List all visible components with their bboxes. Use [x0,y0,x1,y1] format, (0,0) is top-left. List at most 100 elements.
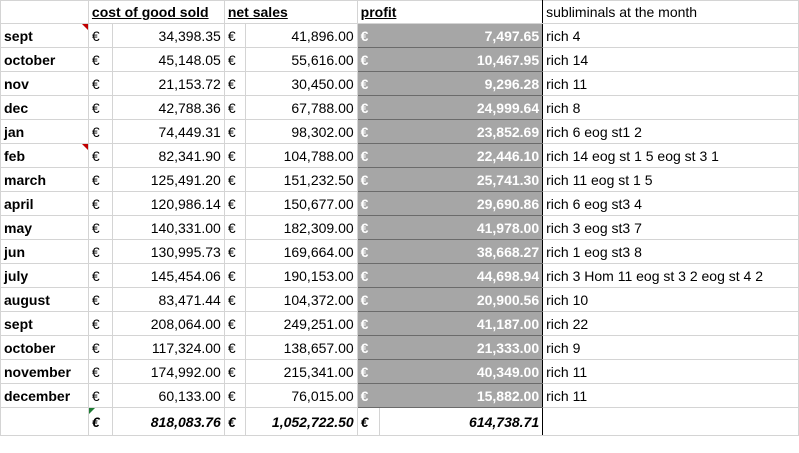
subliminals-cell[interactable]: rich 11 [542,71,799,96]
net-sales-cell[interactable]: 104,372.00 [244,287,358,312]
profit-currency-cell[interactable]: € [356,191,380,216]
profit-cell[interactable]: 38,668.27 [379,239,544,264]
net-sales-cell[interactable]: 182,309.00 [244,215,358,240]
cogs-cell[interactable]: 34,398.35 [111,23,225,48]
profit-currency-cell[interactable]: € [356,47,380,72]
net-sales-cell[interactable]: 55,616.00 [244,47,358,72]
cogs-cell[interactable]: 21,153.72 [111,71,225,96]
net-sales-cell[interactable]: 104,788.00 [244,143,358,168]
profit-cell[interactable]: 22,446.10 [379,143,544,168]
cogs-currency-cell[interactable]: € [87,71,113,96]
profit-currency-cell[interactable]: € [356,383,380,408]
totals-label-cell[interactable] [0,407,89,436]
profit-cell[interactable]: 24,999.64 [379,95,544,120]
profit-cell[interactable]: 9,296.28 [379,71,544,96]
profit-total-cell[interactable]: 614,738.71 [378,407,544,436]
cogs-cell[interactable]: 60,133.00 [111,383,225,408]
subliminals-cell[interactable]: rich 3 Hom 11 eog st 3 2 eog st 4 2 [542,263,799,288]
cogs-currency-cell[interactable]: € [87,335,113,360]
net-currency-cell[interactable]: € [223,119,246,144]
subliminals-cell[interactable]: rich 6 eog st1 2 [542,119,799,144]
cogs-cell[interactable]: 140,331.00 [111,215,225,240]
month-cell[interactable]: nov [0,71,89,96]
profit-currency-cell[interactable]: € [356,23,380,48]
net-currency-cell[interactable]: € [223,191,246,216]
profit-currency-cell[interactable]: € [356,335,380,360]
cogs-cell[interactable]: 83,471.44 [111,287,225,312]
net-sales-cell[interactable]: 150,677.00 [244,191,358,216]
profit-currency-cell[interactable]: € [356,263,380,288]
profit-currency-cell[interactable]: € [356,95,380,120]
profit-header-cell[interactable]: profit [356,0,544,24]
subliminals-cell[interactable]: rich 11 [542,359,799,384]
subliminals-cell[interactable]: rich 4 [542,23,799,48]
cogs-currency-cell[interactable]: € [87,143,113,168]
month-cell[interactable]: november [0,359,89,384]
profit-total-currency-cell[interactable]: € [356,407,380,436]
profit-currency-cell[interactable]: € [356,239,380,264]
cogs-currency-cell[interactable]: € [87,23,113,48]
subliminals-cell[interactable]: rich 3 eog st3 7 [542,215,799,240]
cogs-currency-cell[interactable]: € [87,47,113,72]
net-currency-cell[interactable]: € [223,383,246,408]
month-cell[interactable]: feb [0,143,89,168]
net-sales-header-cell[interactable]: net sales [223,0,358,24]
month-cell[interactable]: july [0,263,89,288]
month-cell[interactable]: april [0,191,89,216]
subliminals-cell[interactable]: rich 10 [542,287,799,312]
cogs-total-cell[interactable]: 818,083.76 [111,407,225,436]
profit-currency-cell[interactable]: € [356,287,380,312]
cogs-cell[interactable]: 42,788.36 [111,95,225,120]
profit-cell[interactable]: 40,349.00 [379,359,544,384]
net-sales-cell[interactable]: 249,251.00 [244,311,358,336]
subliminals-cell[interactable]: rich 8 [542,95,799,120]
cogs-cell[interactable]: 120,986.14 [111,191,225,216]
cogs-currency-cell[interactable]: € [87,239,113,264]
net-currency-cell[interactable]: € [223,359,246,384]
profit-currency-cell[interactable]: € [356,359,380,384]
profit-cell[interactable]: 10,467.95 [379,47,544,72]
net-sales-cell[interactable]: 30,450.00 [244,71,358,96]
cogs-currency-cell[interactable]: € [87,215,113,240]
month-cell[interactable]: august [0,287,89,312]
cogs-cell[interactable]: 174,992.00 [111,359,225,384]
net-currency-cell[interactable]: € [223,23,246,48]
net-sales-cell[interactable]: 169,664.00 [244,239,358,264]
subliminals-header-cell[interactable]: subliminals at the month [542,0,799,24]
cogs-cell[interactable]: 82,341.90 [111,143,225,168]
net-currency-cell[interactable]: € [223,263,246,288]
month-cell[interactable]: jan [0,119,89,144]
net-currency-cell[interactable]: € [223,143,246,168]
profit-currency-cell[interactable]: € [356,215,380,240]
profit-currency-cell[interactable]: € [356,311,380,336]
cogs-cell[interactable]: 125,491.20 [111,167,225,192]
month-cell[interactable]: october [0,47,89,72]
cogs-header-cell[interactable]: cost of good sold [87,0,225,24]
net-currency-cell[interactable]: € [223,335,246,360]
month-cell[interactable]: december [0,383,89,408]
subliminals-total-cell[interactable] [542,407,799,436]
subliminals-cell[interactable]: rich 11 eog st 1 5 [542,167,799,192]
net-currency-cell[interactable]: € [223,311,246,336]
profit-cell[interactable]: 25,741.30 [379,167,544,192]
cogs-currency-cell[interactable]: € [87,287,113,312]
cogs-cell[interactable]: 130,995.73 [111,239,225,264]
cogs-cell[interactable]: 145,454.06 [111,263,225,288]
cogs-cell[interactable]: 45,148.05 [111,47,225,72]
net-currency-cell[interactable]: € [223,239,246,264]
subliminals-cell[interactable]: rich 11 [542,383,799,408]
net-sales-cell[interactable]: 76,015.00 [244,383,358,408]
profit-cell[interactable]: 41,978.00 [379,215,544,240]
profit-cell[interactable]: 20,900.56 [379,287,544,312]
cogs-currency-cell[interactable]: € [87,95,113,120]
cogs-cell[interactable]: 74,449.31 [111,119,225,144]
corner-cell[interactable] [0,0,89,24]
cogs-currency-cell[interactable]: € [87,263,113,288]
subliminals-cell[interactable]: rich 6 eog st3 4 [542,191,799,216]
cogs-currency-cell[interactable]: € [87,359,113,384]
cogs-currency-cell[interactable]: € [87,191,113,216]
month-cell[interactable]: sept [0,311,89,336]
net-currency-cell[interactable]: € [223,167,246,192]
cogs-currency-cell[interactable]: € [87,167,113,192]
net-sales-cell[interactable]: 138,657.00 [244,335,358,360]
